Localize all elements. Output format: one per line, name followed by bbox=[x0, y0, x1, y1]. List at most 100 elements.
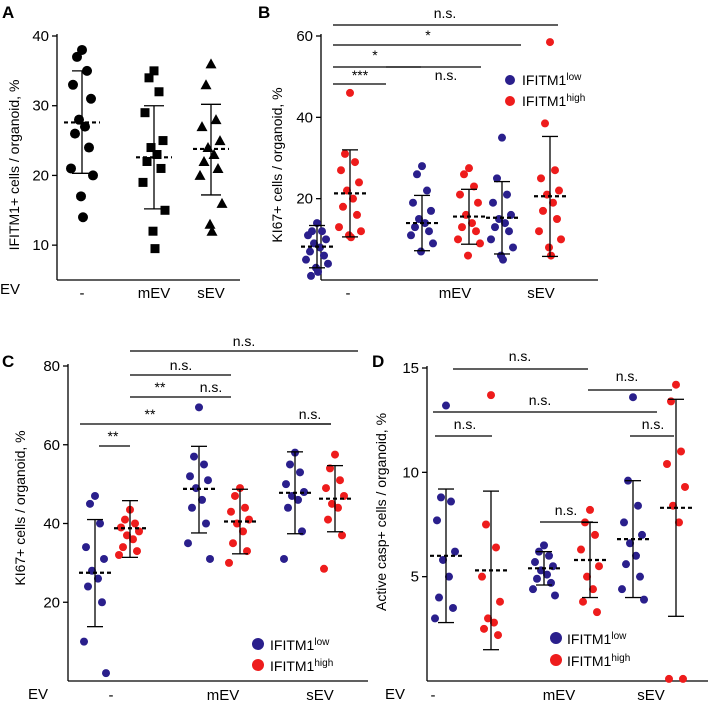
data-point bbox=[349, 194, 357, 203]
data-point bbox=[212, 162, 224, 173]
legend-swatch-high bbox=[252, 659, 264, 671]
data-point bbox=[158, 136, 168, 146]
data-point bbox=[577, 545, 585, 554]
data-group bbox=[64, 44, 100, 223]
data-point bbox=[296, 468, 304, 477]
y-tick-label: 40 bbox=[296, 109, 313, 126]
x-tick-label: mEV bbox=[543, 687, 576, 704]
data-group bbox=[528, 541, 560, 600]
data-point bbox=[675, 518, 683, 527]
data-point bbox=[144, 73, 154, 83]
data-point bbox=[491, 223, 499, 232]
data-point bbox=[84, 582, 92, 591]
data-point bbox=[622, 560, 630, 569]
data-point bbox=[549, 198, 557, 207]
panel-b: B KI67+ cells / organoid, % IFITM1low IF… bbox=[258, 3, 598, 302]
data-point bbox=[76, 191, 86, 202]
data-point bbox=[346, 88, 354, 97]
data-point bbox=[100, 554, 108, 563]
x-tick-label: mEV bbox=[138, 285, 171, 302]
data-point bbox=[415, 215, 423, 223]
data-point bbox=[192, 484, 200, 493]
data-point bbox=[206, 554, 214, 563]
data-point bbox=[306, 247, 314, 256]
panel-a: A IFITM1+ cells / organoid, % EV 10 20 30 4… bbox=[0, 3, 240, 302]
data-point bbox=[320, 564, 328, 573]
data-point bbox=[331, 450, 339, 459]
data-point bbox=[551, 591, 559, 600]
data-point bbox=[531, 558, 539, 567]
data-point bbox=[557, 235, 565, 244]
data-point bbox=[142, 156, 152, 166]
data-point bbox=[72, 51, 82, 62]
ev-label-d: EV bbox=[385, 686, 405, 703]
data-point bbox=[634, 501, 642, 510]
data-point bbox=[626, 539, 634, 548]
data-point bbox=[583, 572, 591, 581]
legend-d: IFITM1low IFITM1high bbox=[550, 631, 630, 669]
data-point bbox=[280, 554, 288, 563]
data-point bbox=[225, 558, 233, 567]
y-tick-label: 40 bbox=[32, 28, 49, 45]
data-point bbox=[429, 239, 437, 248]
data-point bbox=[84, 142, 94, 153]
data-point bbox=[210, 114, 222, 125]
data-point bbox=[679, 674, 687, 683]
significance-label: n.s. bbox=[616, 368, 639, 384]
data-point bbox=[236, 484, 244, 493]
data-point bbox=[310, 239, 318, 248]
data-point bbox=[435, 593, 443, 602]
data-point bbox=[638, 530, 646, 539]
data-point bbox=[501, 219, 509, 228]
data-group bbox=[475, 391, 507, 651]
data-group bbox=[430, 401, 462, 624]
significance-label: n.s. bbox=[642, 416, 665, 432]
data-point bbox=[595, 562, 603, 571]
data-point bbox=[119, 543, 127, 552]
data-point bbox=[314, 267, 322, 276]
data-point bbox=[421, 219, 429, 228]
data-point bbox=[214, 135, 226, 146]
panel-d: D Active casp+ cells / organoid, % EV IF… bbox=[372, 348, 708, 704]
data-point bbox=[160, 205, 170, 215]
data-group bbox=[406, 162, 438, 256]
x-tick-label: sEV bbox=[306, 687, 334, 704]
data-point bbox=[667, 397, 675, 406]
legend-text-low: IFITM1low bbox=[270, 637, 330, 653]
data-point bbox=[133, 547, 141, 556]
data-point bbox=[490, 618, 498, 627]
data-point bbox=[494, 631, 502, 640]
data-point bbox=[417, 247, 425, 256]
data-group bbox=[453, 164, 485, 260]
data-point bbox=[437, 493, 445, 502]
significance-label: n.s. bbox=[170, 357, 193, 373]
data-point bbox=[188, 503, 196, 512]
legend-text-high: IFITM1high bbox=[270, 658, 333, 674]
data-point bbox=[586, 505, 594, 514]
data-point bbox=[493, 174, 501, 183]
data-point bbox=[202, 142, 214, 153]
data-point bbox=[82, 543, 90, 552]
data-point bbox=[243, 547, 251, 556]
data-point bbox=[135, 527, 143, 536]
data-point bbox=[284, 503, 292, 512]
data-point bbox=[482, 520, 490, 529]
significance-label: n.s. bbox=[555, 502, 578, 518]
data-point bbox=[484, 614, 492, 623]
data-point bbox=[186, 472, 194, 481]
data-point bbox=[195, 403, 203, 412]
data-point bbox=[320, 251, 328, 260]
y-tick-label: 20 bbox=[43, 594, 60, 611]
data-point bbox=[288, 491, 296, 500]
data-point bbox=[465, 164, 473, 173]
data-point bbox=[442, 401, 450, 410]
data-point bbox=[204, 476, 212, 485]
y-axis-label-a: IFITM1+ cells / organoid, % bbox=[6, 80, 22, 251]
data-group bbox=[224, 484, 256, 567]
data-point bbox=[198, 155, 210, 166]
data-point bbox=[470, 182, 478, 191]
data-group bbox=[114, 500, 146, 559]
data-point bbox=[96, 519, 104, 528]
data-group bbox=[574, 505, 606, 617]
x-tick-label: - bbox=[346, 285, 351, 302]
